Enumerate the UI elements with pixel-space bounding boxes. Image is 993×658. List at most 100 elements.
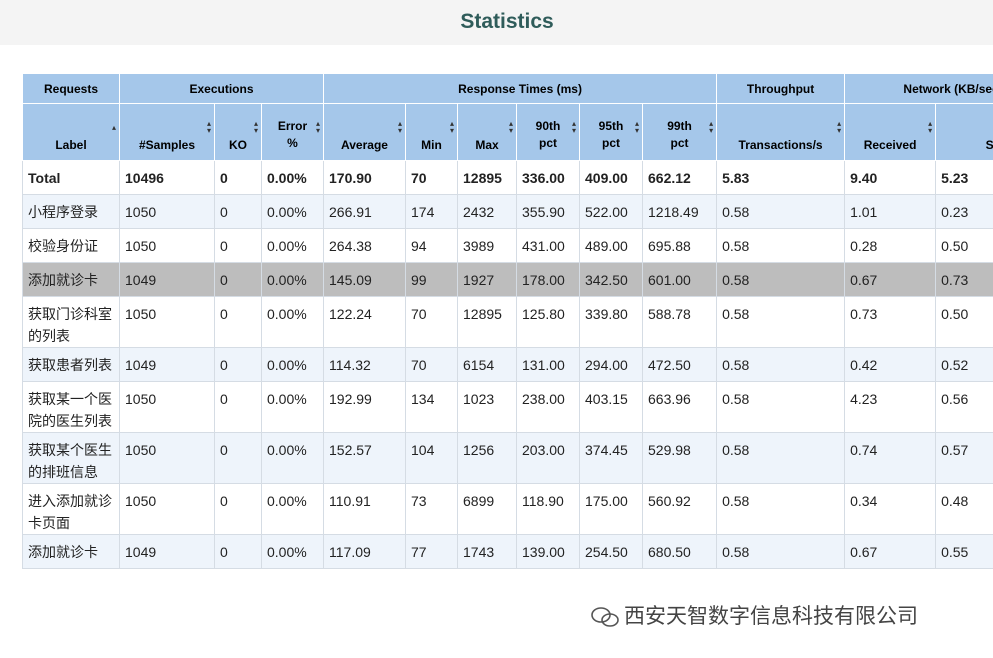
cell: 0.48 bbox=[935, 483, 993, 535]
wechat-icon bbox=[591, 607, 619, 628]
cell: 1049 bbox=[119, 534, 215, 569]
column-header-text: Sent bbox=[985, 138, 993, 152]
column-header[interactable]: #Samples bbox=[119, 103, 215, 161]
cell: 403.15 bbox=[579, 381, 643, 433]
row-label: 校验身份证 bbox=[22, 228, 120, 263]
column-header[interactable]: Label bbox=[22, 103, 120, 161]
column-header[interactable]: Transactions/s bbox=[716, 103, 846, 161]
cell: 0 bbox=[214, 160, 262, 195]
cell: 0 bbox=[214, 432, 262, 484]
cell: 0.73 bbox=[844, 296, 937, 348]
cell: 0.00% bbox=[261, 228, 324, 263]
cell: 9.40 bbox=[844, 160, 937, 195]
table-row: 添加就诊卡 1049 0 0.00% 117.09 77 1743 139.00 254.50 6… bbox=[22, 534, 993, 569]
cell: 529.98 bbox=[641, 432, 718, 484]
cell: 0.56 bbox=[935, 381, 993, 433]
cell: 12895 bbox=[457, 296, 517, 348]
cell: 0.00% bbox=[261, 534, 324, 569]
watermark: 西安天智数字信息科技有限公司 bbox=[584, 598, 924, 632]
group-header: Executions bbox=[119, 73, 324, 104]
title-bar: Statistics bbox=[0, 0, 993, 45]
column-header[interactable]: 95th pct bbox=[579, 103, 643, 161]
group-header-row: Requests Executions Response Times (ms) Thr… bbox=[22, 73, 993, 104]
cell: 0 bbox=[214, 347, 262, 382]
table-row: 获取患者列表 1049 0 0.00% 114.32 70 6154 131.00 294.00… bbox=[22, 347, 993, 382]
cell: 0.58 bbox=[716, 262, 846, 297]
table-row: 校验身份证 1050 0 0.00% 264.38 94 3989 431.00 489.00 6… bbox=[22, 228, 993, 263]
cell: 1049 bbox=[119, 347, 215, 382]
cell: 0.58 bbox=[716, 381, 846, 433]
cell: 560.92 bbox=[641, 483, 718, 535]
cell: 0.52 bbox=[935, 347, 993, 382]
cell: 0 bbox=[214, 296, 262, 348]
cell: 1050 bbox=[119, 194, 215, 229]
row-label: 获取某一个医院的医生列表 bbox=[22, 381, 120, 433]
column-header[interactable]: Max bbox=[457, 103, 517, 161]
column-header-text: 90th pct bbox=[535, 119, 561, 150]
table-row: 添加就诊卡 1049 0 0.00% 145.09 99 1927 178.00 342.50 6… bbox=[22, 262, 993, 297]
cell: 12895 bbox=[457, 160, 517, 195]
column-header-text: 99th pct bbox=[667, 119, 692, 150]
cell: 77 bbox=[405, 534, 458, 569]
group-header: Requests bbox=[22, 73, 120, 104]
column-header-text: #Samples bbox=[138, 138, 196, 152]
cell: 0.00% bbox=[261, 381, 324, 433]
cell: 238.00 bbox=[516, 381, 580, 433]
cell: 601.00 bbox=[641, 262, 718, 297]
cell: 339.80 bbox=[579, 296, 643, 348]
cell: 0.58 bbox=[716, 347, 846, 382]
table-row: Total 10496 0 0.00% 170.90 70 12895 336.00 409.0… bbox=[22, 160, 993, 195]
group-header: Response Times (ms) bbox=[322, 73, 718, 104]
column-header-text: Error % bbox=[277, 119, 308, 150]
watermark-text: 西安天智数字信息科技有限公司 bbox=[624, 605, 918, 628]
cell: 342.50 bbox=[579, 262, 643, 297]
cell: 6154 bbox=[457, 347, 517, 382]
cell: 663.96 bbox=[641, 381, 718, 433]
cell: 0.28 bbox=[844, 228, 937, 263]
column-header[interactable]: Min bbox=[405, 103, 458, 161]
column-header[interactable]: Average bbox=[323, 103, 406, 161]
row-label: 获取门诊科室的列表 bbox=[22, 296, 120, 348]
cell: 114.32 bbox=[323, 347, 406, 382]
cell: 94 bbox=[405, 228, 458, 263]
column-header[interactable]: 90th pct bbox=[516, 103, 580, 161]
column-header[interactable]: KO bbox=[214, 103, 262, 161]
statistics-table: Requests Executions Response Times (ms) Thr… bbox=[22, 73, 993, 658]
cell: 1256 bbox=[457, 432, 517, 484]
cell: 374.45 bbox=[579, 432, 643, 484]
cell: 10496 bbox=[119, 160, 215, 195]
column-header[interactable]: Sent bbox=[935, 103, 993, 161]
table-row: 获取某一个医院的医生列表 1050 0 0.00% 192.99 134 1023 238.0… bbox=[22, 381, 993, 433]
column-header[interactable]: 99th pct bbox=[641, 103, 718, 161]
cell: 4.23 bbox=[844, 381, 937, 433]
group-header: Network (KB/sec) bbox=[844, 73, 993, 104]
cell: 355.90 bbox=[516, 194, 580, 229]
cell: 409.00 bbox=[579, 160, 643, 195]
cell: 0.67 bbox=[844, 262, 937, 297]
cell: 1.01 bbox=[844, 194, 937, 229]
cell: 431.00 bbox=[516, 228, 580, 263]
cell: 122.24 bbox=[323, 296, 406, 348]
cell: 1050 bbox=[119, 432, 215, 484]
column-header-text: 95th pct bbox=[598, 119, 624, 150]
row-label: 获取某个医生的排班信息 bbox=[22, 432, 120, 484]
cell: 264.38 bbox=[323, 228, 406, 263]
cell: 178.00 bbox=[516, 262, 580, 297]
cell: 0.00% bbox=[261, 347, 324, 382]
table-row: 小程序登录 1050 0 0.00% 266.91 174 2432 355.90 522.00… bbox=[22, 194, 993, 229]
cell: 336.00 bbox=[516, 160, 580, 195]
table-row: 进入添加就诊卡页面 1050 0 0.00% 110.91 73 6899 118.90 175… bbox=[22, 483, 993, 535]
cell: 1023 bbox=[457, 381, 517, 433]
cell: 1743 bbox=[457, 534, 517, 569]
cell: 0.34 bbox=[844, 483, 937, 535]
cell: 0.00% bbox=[261, 194, 324, 229]
cell: 134 bbox=[405, 381, 458, 433]
cell: 139.00 bbox=[516, 534, 580, 569]
column-header-text: Received bbox=[863, 138, 917, 152]
column-header[interactable]: Received bbox=[844, 103, 937, 161]
cell: 0.00% bbox=[261, 160, 324, 195]
column-header[interactable]: Error % bbox=[261, 103, 324, 161]
group-header: Throughput bbox=[716, 73, 846, 104]
cell: 110.91 bbox=[323, 483, 406, 535]
